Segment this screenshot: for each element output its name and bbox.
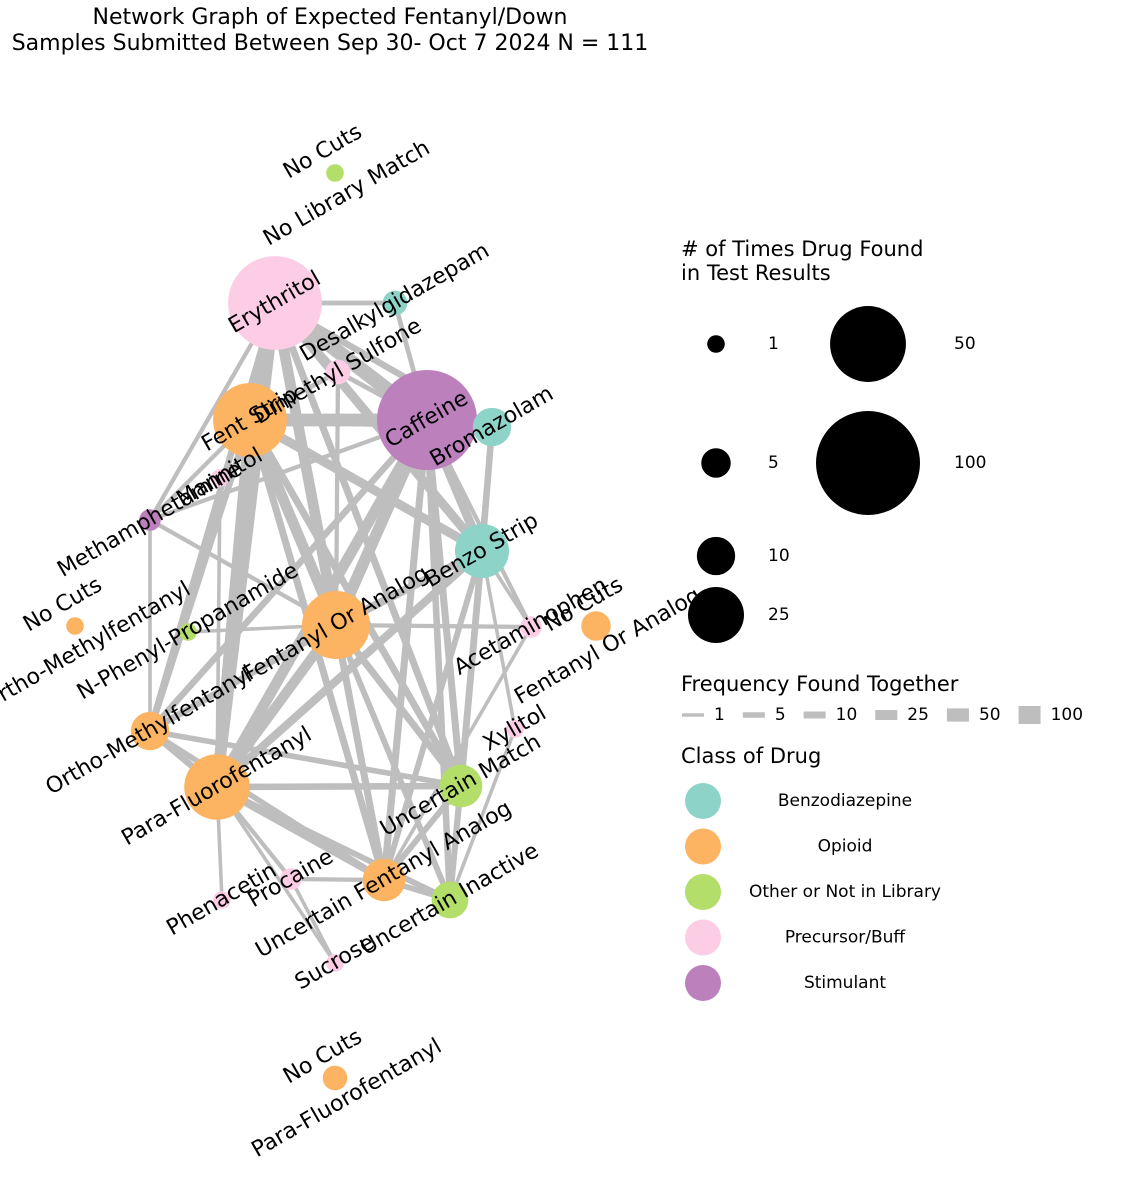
size-legend-key [688,587,744,643]
edge-legend-label: 50 [979,705,1001,725]
node [472,407,512,447]
edge [215,785,337,965]
edge [380,416,431,884]
edge [382,625,533,882]
node [322,1065,348,1091]
edge [333,369,341,628]
edge [244,414,342,631]
size-legend-key [707,335,725,353]
edge [214,784,453,903]
edge [447,424,495,903]
edge [423,416,454,904]
edge [147,728,387,883]
node [362,858,406,902]
chart-title: Network Graph of Expected Fentanyl/Down [92,5,567,30]
class-legend-label: Other or Not in Library [749,882,941,902]
class-legend-label: Stimulant [804,973,886,993]
node [184,754,250,820]
size-legend-key [701,448,731,478]
size-legend-label: 10 [768,546,790,566]
node [228,256,322,350]
edge-legend-label: 10 [836,705,858,725]
class-legend-key [685,919,721,956]
class-legend-label: Precursor/Buff [785,928,907,948]
node [439,764,483,808]
size-legend-label: 1 [768,334,779,354]
node [326,954,344,972]
size-legend-key [816,411,920,515]
edge [146,621,340,735]
edge [211,414,256,793]
node [280,868,302,890]
edge [147,517,339,628]
edge [212,546,487,792]
legend-title: in Test Results [681,261,831,285]
node [506,720,524,738]
edge [333,622,453,903]
node [213,383,287,457]
size-legend-label: 5 [768,453,779,473]
node [302,591,370,659]
node [66,617,84,635]
size-legend-label: 50 [954,334,976,354]
edge-legend-label: 5 [775,705,786,725]
node [213,891,231,909]
edge [289,877,337,965]
edge [147,728,464,789]
node [130,711,170,751]
size-legend-key [696,536,736,576]
edge [146,416,431,735]
edge-legend-label: 100 [1051,705,1083,725]
node [376,369,478,471]
edge [448,727,517,902]
size-legend-key [830,306,906,382]
class-legend-key [685,874,721,910]
node [454,523,510,579]
class-legend-key [685,783,721,819]
size-legend-label: 25 [768,605,790,625]
class-legend-label: Opioid [818,837,873,857]
edge [213,782,465,791]
edge [480,549,517,731]
edge [146,416,254,735]
size-legend-label: 100 [954,453,986,473]
node [431,881,469,919]
node-label-text: No Library Match [259,136,434,252]
legend-title: Class of Drug [681,744,821,768]
class-legend-key [685,828,721,865]
node [139,509,161,531]
node [326,164,344,182]
edge [215,476,222,789]
legend-title: # of Times Drug Found [681,237,923,261]
node [179,623,197,641]
node [325,359,351,385]
edge-legend-label: 1 [714,705,725,725]
edge [381,548,485,883]
node [382,290,408,316]
edge [332,621,388,884]
node [211,469,229,487]
class-legend-label: Benzodiazepine [778,791,912,811]
edge-legend-label: 25 [907,705,929,725]
node [520,616,542,638]
class-legend-key [685,965,721,1001]
chart-title: Samples Submitted Between Sep 30- Oct 7 … [12,31,649,56]
legend-title: Frequency Found Together [681,672,959,696]
node [581,611,611,641]
